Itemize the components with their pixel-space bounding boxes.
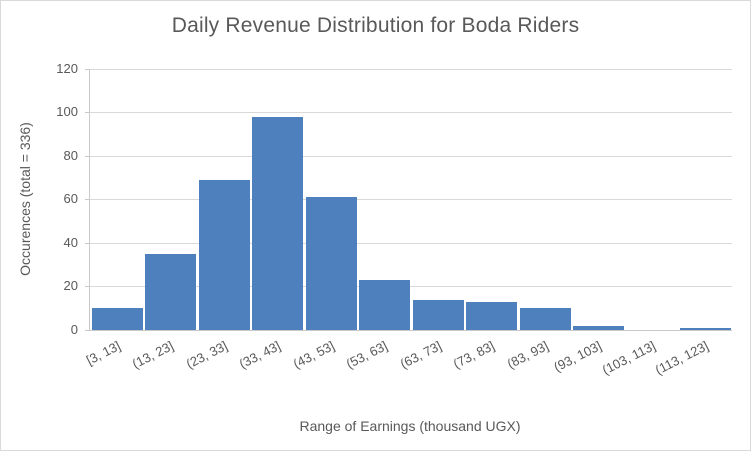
gridline-y-120: [90, 69, 732, 70]
chart-title: Daily Revenue Distribution for Boda Ride…: [171, 14, 580, 37]
gridline-y-40: [90, 243, 732, 244]
y-axis-tickmark: [85, 286, 89, 287]
bar-(63, 73]: [412, 299, 464, 330]
y-axis-tickmark: [85, 199, 89, 200]
plot-area: [89, 69, 732, 331]
bar-(53, 63]: [359, 280, 410, 330]
gridline-y-20: [90, 286, 732, 287]
y-tick-label: 60: [63, 191, 78, 206]
bar-(93, 103]: [573, 325, 624, 330]
y-tick-label: 100: [56, 104, 78, 119]
x-axis-title: Range of Earnings (thousand UGX): [299, 418, 521, 434]
bar-(13, 23]: [145, 253, 196, 330]
y-axis-tickmark: [85, 156, 89, 157]
bar-(43, 53]: [305, 197, 357, 330]
bar-(83, 93]: [519, 308, 571, 330]
y-tick-label: 20: [63, 278, 78, 293]
y-axis-tickmark: [85, 69, 89, 70]
gridline-y-100: [90, 112, 732, 113]
y-axis-title: Occurences (total = 336): [17, 122, 33, 276]
y-tick-label: 120: [56, 61, 78, 76]
bar-(23, 33]: [198, 179, 250, 330]
gridline-y-60: [90, 199, 732, 200]
y-axis-tickmark: [85, 243, 89, 244]
bar-(33, 43]: [252, 116, 303, 330]
y-tick-label: 80: [63, 148, 78, 163]
y-tick-label: 0: [70, 322, 78, 337]
bar-(73, 83]: [466, 301, 517, 330]
bar-(113, 123]: [680, 327, 731, 330]
y-axis-tickmark: [85, 330, 89, 331]
y-tick-label: 40: [63, 235, 78, 250]
gridline-y-80: [90, 156, 732, 157]
y-axis-tickmark: [85, 112, 89, 113]
bar-[3, 13]: [91, 308, 143, 330]
